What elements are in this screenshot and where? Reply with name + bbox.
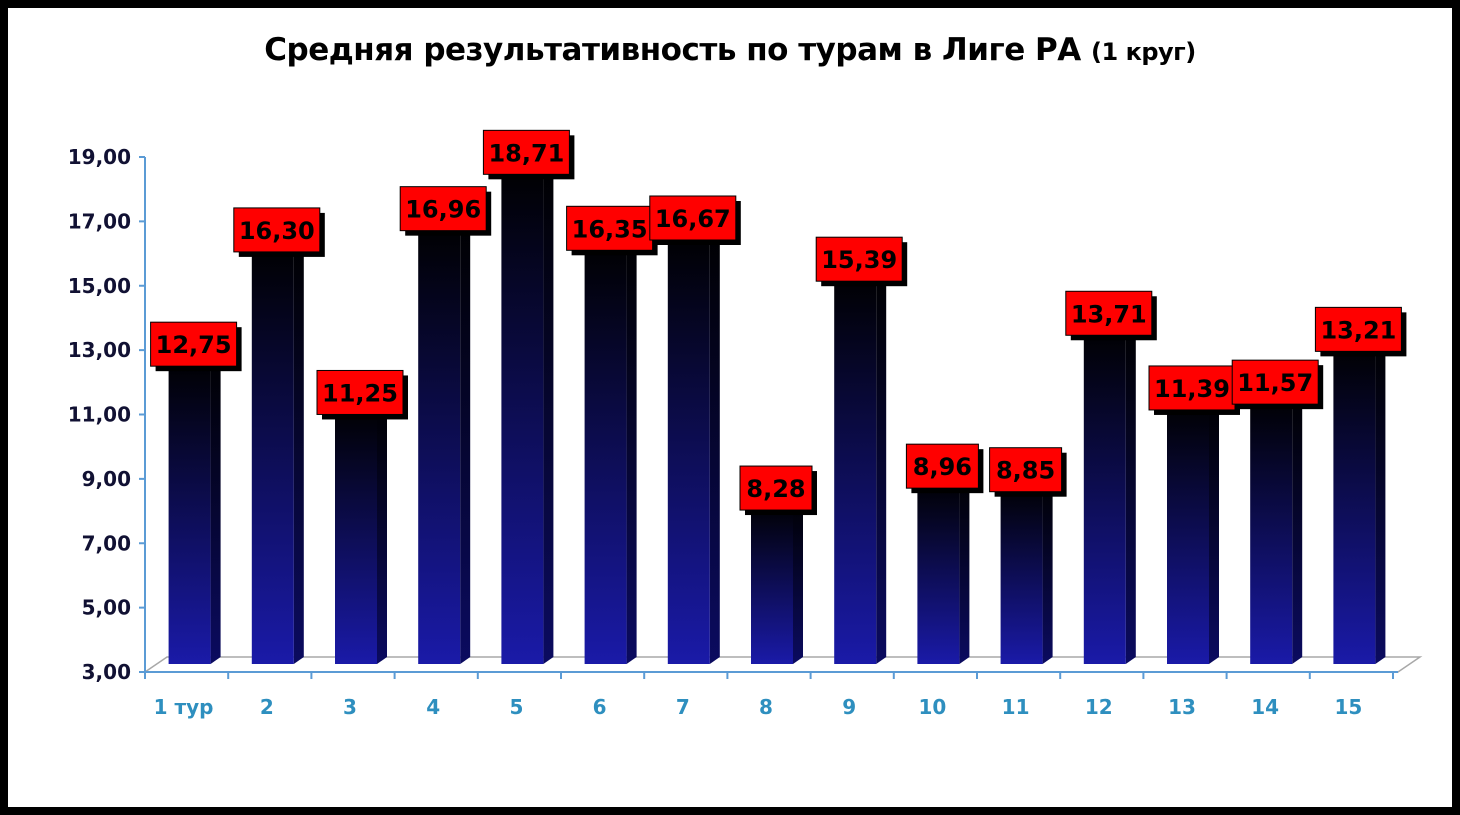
bar-side [1125,320,1136,664]
x-tick-label: 12 [1085,695,1113,719]
bar-side [1292,389,1303,664]
bar [834,273,877,664]
x-tick-label: 11 [1002,695,1030,719]
bar-side [1209,394,1219,664]
bar-side [959,473,970,664]
chart-title: Средняя результативность по турам в Лиге… [0,32,1460,68]
bar-side [377,399,387,664]
data-label: 11,25 [322,379,398,407]
bar [168,358,211,664]
data-label: 16,30 [239,217,315,245]
bar-side [210,351,221,664]
data-label: 8,96 [913,453,972,481]
bar-side [1375,336,1386,664]
bar [1083,327,1126,664]
bar [1167,401,1209,664]
y-tick-label: 7,00 [82,531,131,555]
data-label: 13,21 [1320,316,1396,344]
bar [751,502,793,664]
data-label-box [1231,359,1319,405]
data-label-box [399,186,487,232]
data-label: 8,85 [996,457,1055,485]
data-label: 15,39 [821,246,897,274]
data-label-box [815,236,903,282]
bar-side [876,266,887,664]
y-tick-label: 9,00 [82,467,131,491]
data-label: 12,75 [156,331,232,359]
data-label: 16,96 [405,196,481,224]
y-tick-label: 13,00 [68,338,131,362]
data-label-box [1065,290,1153,336]
chart-bars [168,159,1386,664]
y-tick-label: 17,00 [68,209,131,233]
bar-side [626,235,637,664]
data-label-box [739,465,813,511]
bar [667,231,710,664]
data-label-box [1314,306,1402,352]
x-tick-label: 4 [426,695,440,719]
bar [1250,396,1293,664]
data-label-box [566,205,654,251]
bar [584,242,627,664]
bar [501,166,544,664]
bar [1000,483,1043,664]
chart-title-main: Средняя результативность по турам в Лиге… [264,32,1081,68]
y-tick-label: 11,00 [68,403,131,427]
chart-subtitle: (1 круг) [1091,38,1196,66]
data-label: 8,28 [746,475,805,503]
bar-side [460,215,471,664]
bar [418,222,461,664]
data-label: 16,67 [655,205,731,233]
x-tick-label: 15 [1334,695,1362,719]
x-tick-label: 10 [918,695,946,719]
y-tick-label: 15,00 [68,274,131,298]
data-label-box [989,447,1063,493]
bar [917,480,960,664]
data-label-box [649,195,737,241]
y-tick-label: 3,00 [82,660,131,684]
x-tick-label: 9 [842,695,856,719]
x-tick-label: 3 [343,695,357,719]
bar [1333,343,1376,664]
x-tick-label: 8 [759,695,773,719]
bar-side [793,495,803,664]
x-tick-label: 1 тур [154,695,214,719]
chart-data-labels: 12,75 16,30 11,25 16,96 18,71 16,35 16,67 8,28 1… [150,129,1407,516]
data-label: 11,39 [1154,375,1230,403]
bar-side [543,159,554,664]
data-label-box [316,369,404,415]
data-label: 16,35 [572,215,648,243]
data-label: 11,57 [1237,369,1313,397]
bar-side [1042,476,1053,664]
x-tick-label: 14 [1251,695,1279,719]
data-label: 18,71 [488,139,564,167]
data-label-box [1148,365,1236,411]
x-tick-label: 13 [1168,695,1196,719]
y-tick-label: 5,00 [82,596,131,620]
x-tick-label: 5 [509,695,523,719]
data-label: 13,71 [1071,300,1147,328]
bar-side [293,236,304,664]
data-label-box [150,321,238,367]
data-label-box [905,443,979,489]
data-label-box [482,129,570,175]
x-tick-label: 6 [593,695,607,719]
x-tick-label: 2 [260,695,274,719]
data-label-box [233,207,321,253]
bar-side [709,224,720,664]
bar [251,243,294,664]
y-tick-label: 19,00 [68,145,131,169]
x-tick-label: 7 [676,695,690,719]
bar [335,406,377,664]
